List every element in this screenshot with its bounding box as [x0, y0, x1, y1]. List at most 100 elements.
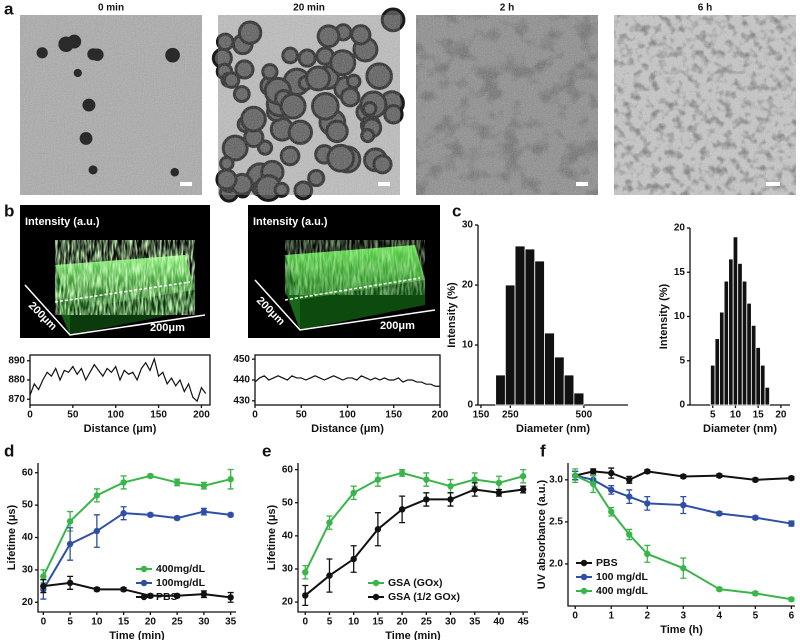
hist-bar	[714, 338, 720, 406]
data-point	[752, 476, 759, 484]
hist-bar	[746, 302, 752, 406]
intensity-map	[20, 205, 210, 338]
data-point	[302, 569, 309, 576]
legend-swatch-marker	[580, 559, 588, 567]
hist-bar	[728, 258, 734, 406]
x-tick-label: 0	[572, 611, 578, 622]
data-point	[608, 508, 615, 515]
x-tick-label: 35	[225, 617, 237, 628]
data-point	[120, 510, 127, 517]
y-tick-label: 430	[233, 395, 250, 406]
data-point	[66, 540, 74, 548]
y-tick-label: 2.0	[549, 559, 563, 570]
micrograph-title: 2 h	[500, 3, 514, 14]
data-point	[788, 596, 795, 603]
y-tick-label: 20	[674, 223, 686, 234]
y-tick-label: 20	[22, 597, 34, 608]
y-axis-label: Lifetime (μs)	[266, 504, 278, 570]
data-point	[173, 592, 181, 600]
particle	[36, 47, 48, 59]
x-tick-label: 100	[107, 410, 124, 421]
x-tick-label: 5	[327, 617, 333, 628]
micrograph-title: 0 min	[98, 3, 124, 14]
x-tick-label: 5	[67, 617, 73, 628]
legend-label: 400 mg/dL	[596, 585, 649, 597]
hist-bar	[514, 245, 526, 406]
hist-bar	[495, 374, 506, 406]
x-axis-label: Time (h)	[660, 624, 703, 636]
x-axis-label: Distance (μm)	[84, 423, 157, 435]
x-tick-label: 5	[710, 410, 716, 421]
y-tick-label: 30	[282, 564, 294, 575]
hist-bar	[732, 236, 739, 406]
y-tick-label: 50	[282, 497, 294, 508]
hist-bar	[737, 262, 743, 406]
x-tick-label: 4	[717, 611, 723, 622]
data-point	[173, 514, 181, 522]
x-tick-label: 20	[145, 617, 157, 628]
x-tick-label: 10	[91, 617, 103, 628]
data-point	[752, 590, 759, 597]
hist-bar	[723, 280, 730, 406]
series-line	[254, 375, 440, 387]
x-tick-label: 3	[681, 611, 687, 622]
data-point	[447, 496, 454, 503]
x-tick-label: 0	[252, 410, 258, 421]
particle	[88, 165, 98, 175]
legend-label: PBS	[596, 557, 618, 569]
axes	[297, 463, 528, 613]
data-point	[716, 585, 723, 593]
data-point	[66, 579, 74, 587]
hist-bar	[760, 364, 766, 406]
x-tick-label: 30	[445, 617, 457, 628]
x-tick-label: 200	[193, 410, 210, 421]
x-tick-label: 15	[753, 410, 765, 421]
data-point	[495, 479, 503, 487]
legend-label: GSA (1/2 GOx)	[388, 591, 460, 603]
data-point	[590, 468, 597, 475]
data-point	[423, 496, 430, 503]
data-point	[200, 482, 208, 489]
intensity-map	[248, 205, 440, 338]
y-tick-label: 870	[8, 394, 25, 405]
x-tick-label: 35	[469, 617, 481, 628]
legend-label: 400mg/dL	[156, 563, 206, 575]
series-line	[43, 581, 231, 599]
y-tick-label: 450	[233, 354, 250, 365]
y-tick-label: 15	[674, 267, 686, 278]
x-tick-label: 25	[421, 617, 433, 628]
x-tick-label: 150	[150, 410, 167, 421]
hist-bar	[534, 260, 545, 406]
y-tick-label: 60	[282, 464, 294, 475]
x-tick-label: 250	[502, 410, 519, 421]
data-point	[350, 555, 357, 563]
data-point	[147, 592, 154, 600]
x-tick-label: 50	[67, 410, 79, 421]
panel-label: b	[4, 201, 14, 220]
data-point	[398, 469, 406, 477]
particle	[91, 48, 104, 61]
data-point	[147, 511, 154, 519]
data-point	[374, 476, 382, 483]
hist-bar	[554, 356, 565, 406]
micrograph	[211, 7, 406, 203]
data-point	[626, 531, 633, 538]
y-tick-label: 0	[679, 400, 685, 411]
data-point	[680, 501, 687, 509]
data-point	[680, 564, 687, 572]
x-tick-label: 100	[339, 410, 356, 421]
series-line	[29, 356, 207, 403]
x-tick-label: 20	[397, 617, 409, 628]
particle	[73, 68, 82, 78]
micrograph	[20, 15, 202, 195]
legend-swatch-marker	[372, 593, 380, 601]
data-point	[423, 476, 430, 483]
hist-bar	[524, 248, 536, 406]
particle	[79, 132, 93, 145]
x-axis-label: Diameter (nm)	[516, 423, 590, 435]
x-tick-label: 10	[730, 410, 742, 421]
y-tick-label: 20	[282, 597, 294, 608]
data-point	[471, 486, 478, 493]
y-axis-label: Lifetime (μs)	[6, 504, 18, 570]
